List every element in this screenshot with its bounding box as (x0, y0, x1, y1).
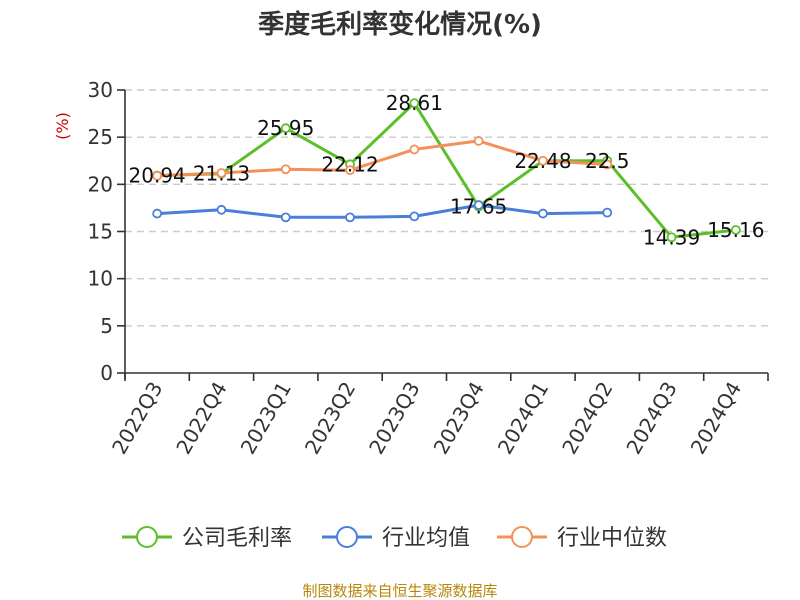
data-point-1-2023Q3 (409, 211, 420, 222)
series-line-0 (157, 101, 737, 239)
y-axis-label: (%) (53, 112, 72, 140)
x-tick-label-2022Q4: 2022Q4 (171, 378, 231, 459)
legend: 公司毛利率 行业均值 行业中位数 (122, 526, 667, 551)
data-point-2-2022Q4 (216, 168, 227, 178)
data-point-1-2023Q4 (473, 200, 484, 210)
series-layer (152, 98, 741, 243)
legend-label-1: 行业均值 (382, 526, 470, 551)
legend-label-0: 公司毛利率 (182, 526, 292, 551)
x-tick-label-2023Q1: 2023Q1 (236, 378, 296, 459)
data-point-2-2023Q2 (345, 165, 355, 176)
data-label-2024Q2: 22.5 (585, 149, 630, 173)
data-point-2-2022Q3 (152, 170, 163, 181)
y-tick-label-20: 20 (88, 172, 113, 196)
legend-label-2: 行业中位数 (557, 526, 667, 551)
x-tick-label-2024Q3: 2024Q3 (621, 378, 681, 459)
y-tick-label-15: 15 (88, 220, 113, 244)
data-point-0-2023Q3 (409, 98, 420, 109)
y-tick-label-25: 25 (88, 125, 113, 149)
x-tick-label-2024Q1: 2024Q1 (493, 378, 553, 459)
x-tick-label-2023Q2: 2023Q2 (300, 378, 360, 459)
data-label-2023Q4: 17.65 (450, 195, 507, 219)
source-note: 制图数据来自恒生聚源数据库 (302, 582, 497, 600)
data-point-0-2024Q4 (730, 225, 741, 235)
series-2 (152, 136, 613, 181)
data-point-0-2023Q1 (280, 123, 291, 134)
data-point-1-2023Q2 (345, 212, 355, 223)
series-line-2 (157, 139, 608, 178)
legend-marker-0 (136, 526, 158, 548)
data-point-2-2024Q2 (602, 159, 613, 170)
data-label-2023Q2: 22.12 (321, 152, 378, 176)
y-tick-label-30: 30 (88, 78, 113, 102)
data-point-1-2022Q3 (152, 208, 163, 219)
y-tick-label-5: 5 (100, 314, 113, 338)
chart-title: 季度毛利率变化情况(%) (258, 9, 542, 40)
data-label-2024Q4: 15.16 (707, 218, 764, 242)
data-label-2023Q1: 25.95 (257, 116, 314, 140)
x-tick-label-2024Q2: 2024Q2 (557, 378, 617, 459)
data-point-1-2024Q2 (602, 207, 613, 218)
series-1 (152, 200, 613, 223)
legend-marker-1 (336, 526, 358, 548)
data-point-2-2023Q1 (280, 164, 291, 175)
legend-marker-2 (511, 526, 533, 548)
data-label-2022Q3: 20.94 (129, 163, 186, 187)
series-line-1 (157, 203, 608, 219)
data-point-1-2023Q1 (280, 212, 291, 223)
data-label-2024Q1: 22.48 (514, 149, 571, 173)
x-tick-label-2023Q3: 2023Q3 (364, 378, 424, 459)
data-label-2024Q3: 14.39 (643, 225, 700, 249)
x-tick-label-2022Q3: 2022Q3 (107, 378, 167, 459)
data-point-2-2024Q1 (538, 155, 548, 166)
y-tick-label-0: 0 (100, 361, 113, 385)
data-point-2-2023Q4 (473, 136, 484, 146)
data-point-2-2023Q3 (409, 144, 420, 155)
data-point-1-2022Q4 (216, 204, 227, 215)
data-label-2023Q3: 28.61 (386, 91, 443, 115)
y-tick-label-10: 10 (88, 267, 113, 291)
data-point-0-2024Q3 (666, 232, 677, 243)
data-label-2022Q4: 21.13 (193, 162, 250, 186)
x-tick-label-2024Q4: 2024Q4 (686, 378, 746, 459)
data-point-1-2024Q1 (538, 208, 548, 219)
x-tick-label-2023Q4: 2023Q4 (429, 378, 489, 459)
data-label-layer: 20.94 21.13 25.95 22.12 28.61 17.65 22.48 22.5 1… (129, 91, 765, 249)
